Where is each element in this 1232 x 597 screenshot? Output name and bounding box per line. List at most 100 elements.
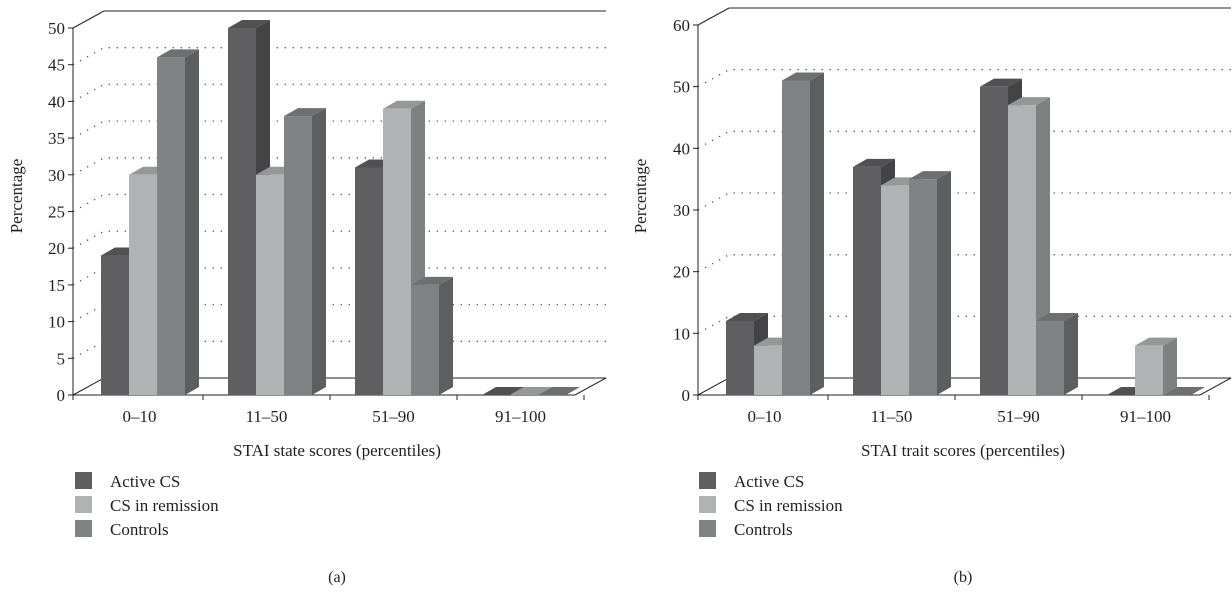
bar-remission-4: [1135, 337, 1177, 395]
legend-swatch: [699, 472, 716, 489]
panel-label: (b): [954, 569, 973, 586]
y-tick-label: 0: [57, 386, 66, 405]
bar-front: [284, 116, 312, 395]
y-tick-label: 25: [48, 203, 65, 222]
gridline: [697, 7, 1231, 26]
bar-controls-3: [1036, 313, 1078, 395]
x-tick-label: 11–50: [246, 407, 288, 426]
bar-front: [411, 284, 439, 395]
y-tick-label: 50: [673, 78, 690, 97]
panel-label: (a): [328, 569, 346, 586]
bar-top: [853, 158, 895, 167]
bar-front: [1036, 321, 1064, 395]
x-tick-label: 51–90: [372, 407, 415, 426]
bar-top: [411, 276, 453, 285]
bar-top: [1135, 337, 1177, 346]
legend: Active CS CS in remission Controls: [699, 472, 843, 539]
bar-controls-1: [782, 72, 824, 395]
legend-swatch: [699, 520, 716, 537]
bar-front: [909, 179, 937, 395]
y-axis-label: Percentage: [7, 159, 26, 234]
y-tick-label: 20: [48, 239, 65, 258]
bar-top: [782, 72, 824, 81]
legend-swatch: [75, 520, 92, 537]
bar-controls-1: [157, 49, 199, 396]
x-tick-label: 11–50: [871, 407, 913, 426]
bar-side: [1163, 337, 1177, 395]
bar-front: [754, 345, 782, 395]
x-axis-label: STAI trait scores (percentiles): [861, 441, 1065, 460]
y-tick-label: 10: [48, 313, 65, 332]
bar-front: [129, 174, 157, 395]
bar-top: [157, 49, 199, 58]
legend-label: CS in remission: [110, 496, 219, 515]
gridline: [72, 120, 606, 139]
y-tick-label: 30: [48, 166, 65, 185]
gridline: [72, 47, 606, 66]
y-tick-label: 20: [673, 263, 690, 282]
bar-side: [439, 276, 453, 395]
x-tick-label: 0–10: [748, 407, 782, 426]
bar-front: [101, 255, 129, 395]
y-tick-label: 40: [673, 139, 690, 158]
legend-swatch: [75, 496, 92, 513]
gridline: [697, 315, 1231, 334]
bar-side: [312, 108, 326, 395]
bar-controls-3: [411, 276, 453, 395]
legend-label: CS in remission: [734, 496, 843, 515]
bar-side: [185, 49, 199, 396]
legend-label: Active CS: [110, 472, 180, 491]
bar-controls-2: [284, 108, 326, 395]
legend-label: Active CS: [734, 472, 804, 491]
bar-top: [1163, 387, 1205, 395]
gridline: [72, 83, 606, 102]
bar-front: [782, 80, 810, 395]
x-tick-label: 51–90: [997, 407, 1040, 426]
legend: Active CS CS in remission Controls: [75, 472, 219, 539]
bar-top: [383, 100, 425, 109]
gridline: [697, 254, 1231, 273]
gridline: [697, 192, 1231, 211]
bar-side: [937, 171, 951, 395]
legend-label: Controls: [110, 520, 169, 539]
bar-front: [980, 86, 1008, 396]
bar-front: [726, 321, 754, 395]
bar-top: [726, 313, 768, 321]
bar-front: [881, 185, 909, 395]
bar-top: [228, 20, 270, 28]
bar-top: [909, 171, 951, 180]
bar-front: [157, 57, 185, 396]
bar-top: [980, 78, 1022, 87]
bar-top: [1036, 313, 1078, 321]
bar-side: [810, 72, 824, 395]
bar-controls-4: [538, 387, 580, 395]
y-tick-label: 5: [57, 349, 66, 368]
bar-front: [256, 174, 284, 395]
gridline: [72, 10, 606, 29]
back-wall-top: [697, 7, 730, 26]
bar-top: [538, 387, 580, 395]
bar-top: [1008, 97, 1050, 106]
legend-swatch: [75, 472, 92, 489]
y-tick-label: 45: [48, 56, 65, 75]
bar-top: [284, 108, 326, 117]
gridline: [697, 69, 1231, 88]
y-tick-label: 40: [48, 92, 65, 111]
gridline: [697, 130, 1231, 149]
y-tick-label: 10: [673, 324, 690, 343]
legend-label: Controls: [734, 520, 793, 539]
x-tick-label: 91–100: [495, 407, 546, 426]
x-tick-label: 0–10: [123, 407, 157, 426]
chart-panel-1: 0 5 10 15 20 25 30 35 40 45 50 0–10 11–50 51–90 91–100…: [7, 10, 607, 586]
bar-front: [383, 108, 411, 396]
bar-side: [1064, 313, 1078, 395]
back-wall-top: [72, 10, 105, 29]
bar-front: [228, 28, 256, 395]
y-tick-label: 35: [48, 129, 65, 148]
bar-controls-2: [909, 171, 951, 395]
y-tick-label: 60: [673, 16, 690, 35]
bar-front: [1008, 105, 1036, 396]
y-tick-label: 30: [673, 201, 690, 220]
bar-front: [1135, 345, 1163, 395]
